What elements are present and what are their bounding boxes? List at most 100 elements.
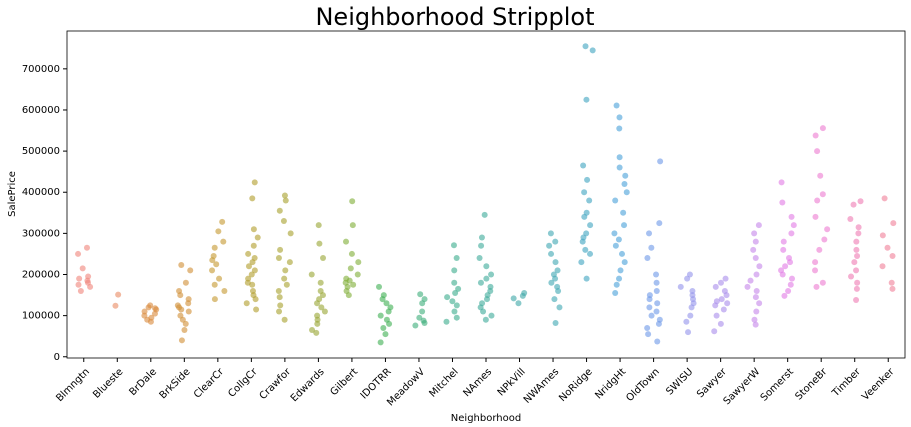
x-tick-label: Blmngtn <box>54 366 92 404</box>
point <box>621 259 628 266</box>
point <box>580 162 587 169</box>
point <box>644 255 651 262</box>
point <box>816 246 823 253</box>
x-tick-label: OldTown <box>624 366 662 404</box>
point <box>646 230 653 237</box>
x-tick-label: BrDale <box>127 366 159 398</box>
point <box>380 324 387 331</box>
point <box>819 279 826 286</box>
point <box>853 246 860 253</box>
point <box>254 234 261 241</box>
point <box>383 300 390 307</box>
point <box>282 197 289 204</box>
point <box>79 265 86 272</box>
point <box>612 197 619 204</box>
point <box>621 181 628 188</box>
point <box>555 287 562 294</box>
point <box>476 255 483 262</box>
point <box>187 267 194 274</box>
point <box>688 304 695 311</box>
point <box>185 300 192 307</box>
x-tick-label: Sawyer <box>695 366 729 400</box>
point <box>556 304 563 311</box>
point <box>713 312 720 319</box>
point <box>308 271 315 278</box>
point <box>316 240 323 247</box>
point <box>220 238 227 245</box>
point <box>653 287 660 294</box>
point <box>889 285 896 292</box>
x-tick-label: BrkSide <box>158 366 193 401</box>
x-tick-label: NoRidge <box>557 366 595 404</box>
point <box>552 320 559 327</box>
point <box>587 250 594 257</box>
point <box>483 275 490 282</box>
point <box>450 242 457 249</box>
point <box>245 250 252 257</box>
point <box>850 201 857 208</box>
point <box>478 242 485 249</box>
point <box>855 230 862 237</box>
x-tick-label: NPkVill <box>496 366 528 398</box>
point <box>744 283 751 290</box>
point <box>376 283 383 290</box>
point <box>582 43 589 50</box>
point <box>347 265 354 272</box>
point <box>152 305 159 312</box>
x-tick-label: Somerst <box>759 366 796 403</box>
point <box>612 242 619 249</box>
point <box>756 263 763 270</box>
point <box>581 213 588 220</box>
point <box>718 296 725 303</box>
point <box>83 244 90 251</box>
point <box>320 255 327 262</box>
x-tick-label: Blueste <box>91 366 125 400</box>
point <box>253 306 260 313</box>
point <box>421 320 428 327</box>
point <box>548 279 555 286</box>
point <box>712 283 719 290</box>
point <box>211 296 218 303</box>
point <box>752 294 759 301</box>
point <box>251 179 258 186</box>
point <box>245 263 252 270</box>
point <box>115 291 122 298</box>
point <box>853 285 860 292</box>
point <box>653 279 660 286</box>
point <box>416 314 423 321</box>
point <box>752 255 759 262</box>
point <box>354 271 361 278</box>
point <box>417 291 424 298</box>
point <box>286 259 293 266</box>
point <box>814 148 821 155</box>
point <box>386 320 393 327</box>
point <box>589 47 596 54</box>
point <box>548 250 555 257</box>
point <box>622 172 629 179</box>
point <box>488 271 495 278</box>
point <box>145 304 152 311</box>
point <box>215 228 222 235</box>
point <box>780 238 787 245</box>
point <box>211 244 218 251</box>
point <box>277 246 284 253</box>
point <box>657 158 664 165</box>
point <box>275 255 282 262</box>
point <box>814 197 821 204</box>
point <box>277 302 284 309</box>
point <box>612 290 619 297</box>
x-tick-label: ClearCr <box>192 366 227 401</box>
point <box>782 263 789 270</box>
point <box>455 285 462 292</box>
point <box>648 312 655 319</box>
point <box>211 281 218 288</box>
point <box>219 218 226 225</box>
point <box>87 283 94 290</box>
point <box>646 304 653 311</box>
point <box>281 275 288 282</box>
point <box>515 300 522 307</box>
point <box>788 275 795 282</box>
point <box>547 230 554 237</box>
point <box>615 236 622 243</box>
y-tick-label: 300000 <box>22 228 60 239</box>
